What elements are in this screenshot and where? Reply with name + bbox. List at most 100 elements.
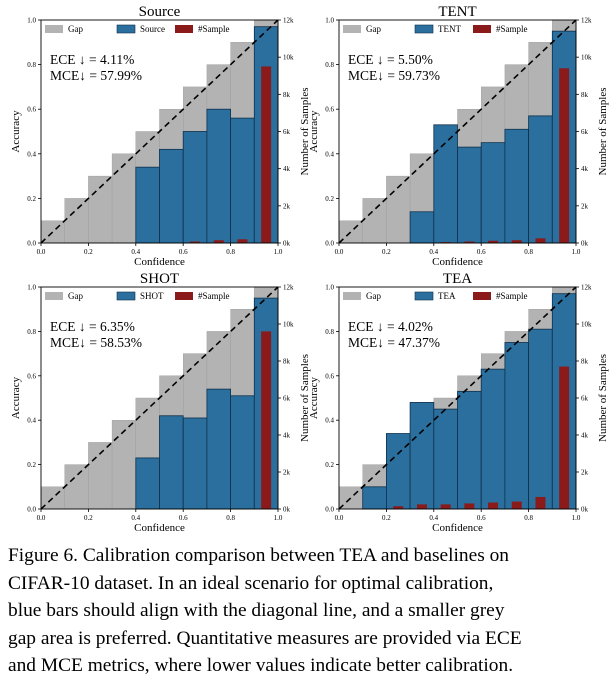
y2-tick-label: 8k <box>581 91 589 99</box>
y-tick-label: 0.8 <box>27 61 36 69</box>
accuracy-bar <box>159 148 184 244</box>
y2-tick-label: 0k <box>283 506 291 514</box>
y-tick-label: 0.2 <box>27 195 36 203</box>
y2-tick-label: 0k <box>581 240 589 248</box>
y-tick-label: 1.0 <box>27 17 36 25</box>
y-tick-label: 0.0 <box>27 506 36 514</box>
y-axis-label: Accuracy <box>308 110 320 153</box>
gap-bar <box>386 175 411 244</box>
chart-panel-shot: 0.0 0.2 0.4 0.6 0.8 1.00.00.20.40.60.81.00k2k… <box>10 271 311 534</box>
y2-tick-label: 12k <box>283 17 294 25</box>
sample-bar <box>416 504 427 509</box>
y2-tick-label: 2k <box>283 469 291 477</box>
chart-panel-tent: 0.0 0.2 0.4 0.6 0.8 1.00.00.20.40.60.81.00k2k… <box>308 4 609 268</box>
y-axis-label: Accuracy <box>308 376 320 419</box>
sample-bar <box>511 240 522 243</box>
accuracy-bar <box>159 415 184 510</box>
y2-tick-label: 2k <box>581 202 589 210</box>
x-tick-label: 0.4 <box>131 248 140 256</box>
ece-metric: ECE ↓ = 5.50% <box>348 52 433 67</box>
legend-samples-label: #Sample <box>198 24 230 34</box>
x-axis-label: Confidence <box>432 522 483 534</box>
x-tick-label: 0.0 <box>335 514 344 522</box>
caption-line-3: blue bars should align with the diagonal… <box>8 600 505 621</box>
diagonal-line <box>40 286 279 510</box>
sample-bar <box>559 68 570 243</box>
y2-tick-label: 8k <box>283 358 291 366</box>
legend-samples-swatch <box>473 292 491 300</box>
accuracy-bar <box>528 115 553 244</box>
legend-gap-label: Gap <box>366 24 381 34</box>
mce-metric: MCE↓ = 58.53% <box>50 335 142 350</box>
accuracy-bar <box>504 342 529 510</box>
sample-bar <box>511 501 522 509</box>
legend-model-swatch <box>116 24 136 34</box>
y2-tick-label: 8k <box>581 358 589 366</box>
x-tick-label: 0.6 <box>477 514 486 522</box>
caption-line-2: CIFAR-10 dataset. In an ideal scenario f… <box>8 572 494 594</box>
y2-axis-label: Number of Samples <box>299 88 311 176</box>
gap-bar <box>111 153 136 244</box>
y-tick-label: 0.0 <box>325 506 334 514</box>
x-tick-label: 0.8 <box>226 248 235 256</box>
x-axis-label: Confidence <box>134 256 185 268</box>
legend-samples-label: #Sample <box>496 291 528 301</box>
diagonal-line <box>338 19 577 244</box>
y-tick-label: 0.2 <box>27 461 36 469</box>
x-axis-label: Confidence <box>432 256 483 268</box>
legend-gap-swatch <box>343 25 361 33</box>
y2-tick-label: 6k <box>581 395 589 403</box>
mce-metric: MCE↓ = 59.73% <box>348 68 440 83</box>
y2-tick-label: 2k <box>581 469 589 477</box>
x-tick-label: 1.0 <box>274 514 283 522</box>
y-tick-label: 0.6 <box>325 106 334 114</box>
legend-model-swatch <box>414 24 434 34</box>
legend-gap-swatch <box>45 25 63 33</box>
chart-title: TENT <box>438 4 476 20</box>
diagonal-line <box>338 286 577 510</box>
calibration-figure: 0.0 0.2 0.4 0.6 0.8 1.00.00.20.40.60.81.00k2k… <box>10 4 609 534</box>
y-tick-label: 0.4 <box>27 150 36 158</box>
x-tick-label: 1.0 <box>572 248 581 256</box>
y2-tick-label: 4k <box>283 432 291 440</box>
y-tick-label: 0.2 <box>325 195 334 203</box>
legend-model-swatch <box>116 291 136 301</box>
y-tick-label: 0.0 <box>27 240 36 248</box>
legend-gap-swatch <box>45 292 63 300</box>
caption-line-1: Figure 6. Calibration comparison between… <box>8 545 509 566</box>
sample-bar <box>440 242 451 243</box>
ece-metric: ECE ↓ = 6.35% <box>50 319 135 334</box>
sample-bar <box>559 366 570 509</box>
x-tick-label: 0.4 <box>131 514 140 522</box>
y2-tick-label: 4k <box>283 165 291 173</box>
legend-samples-label: #Sample <box>198 291 230 301</box>
legend-samples-swatch <box>175 292 193 300</box>
accuracy-bar <box>433 408 458 510</box>
accuracy-bar <box>182 417 208 510</box>
gap-bar <box>64 464 89 510</box>
legend-gap-label: Gap <box>68 291 83 301</box>
gap-bar <box>111 420 136 510</box>
y-tick-label: 0.4 <box>325 150 334 158</box>
sample-bar <box>464 241 475 243</box>
x-tick-label: 0.0 <box>37 248 46 256</box>
y-tick-label: 0.6 <box>325 372 334 380</box>
x-axis-label: Confidence <box>134 522 185 534</box>
accuracy-bar <box>182 131 208 244</box>
sample-bar <box>535 238 546 243</box>
accuracy-bar <box>457 390 482 510</box>
sample-bar <box>488 240 499 243</box>
accuracy-bar <box>135 457 160 510</box>
y-tick-label: 0.4 <box>325 417 334 425</box>
y2-tick-label: 2k <box>283 202 291 210</box>
accuracy-bar <box>457 146 482 244</box>
y-axis-label: Accuracy <box>10 376 22 419</box>
accuracy-bar <box>504 128 529 244</box>
y-tick-label: 1.0 <box>27 284 36 292</box>
legend-model-swatch <box>414 291 434 301</box>
y-tick-label: 0.4 <box>27 417 36 425</box>
ece-metric: ECE ↓ = 4.02% <box>348 319 433 334</box>
sample-bar <box>440 504 451 509</box>
x-tick-label: 0.2 <box>382 514 391 522</box>
y2-tick-label: 6k <box>581 128 589 136</box>
